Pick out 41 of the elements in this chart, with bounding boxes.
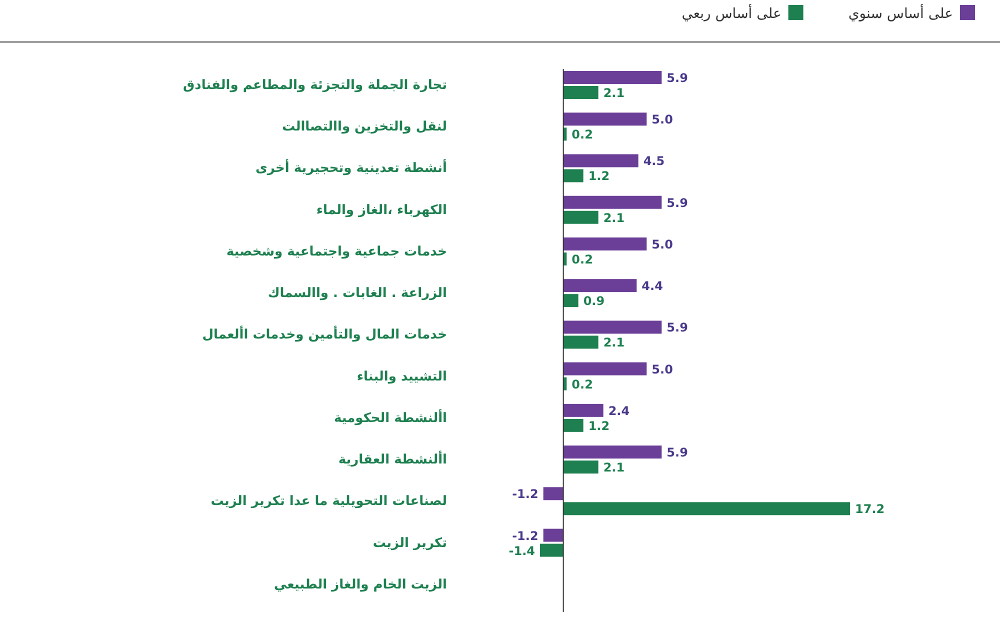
y-tick-label: أنشطة تعدينية وتحجيرية أخرى — [256, 159, 447, 176]
data-label: 0.2 — [572, 128, 593, 142]
data-label: 4.4 — [642, 279, 663, 294]
data-label: 5.9 — [666, 71, 688, 85]
legend-item: على أساس سنوي — [848, 5, 975, 22]
y-tick-label: تكرير الزيت — [372, 536, 447, 551]
data-label: 5.9 — [666, 196, 688, 210]
data-label: 0.2 — [572, 377, 593, 392]
data-label: -1.2 — [512, 528, 538, 543]
legend-item: على أساس ربعي — [682, 5, 804, 22]
y-tick-label: خدمات المال والتأمين وخدمات األعمال — [202, 326, 447, 343]
data-label: 5.9 — [666, 446, 688, 460]
data-label: 5.9 — [666, 320, 688, 335]
y-tick-label: تجارة الجملة والتجزئة والمطاعم والفنادق — [183, 78, 447, 93]
y-tick-label: الكهرباء ،الغاز والماء — [316, 202, 447, 218]
y-tick-label: األنشطة الحكومية — [334, 408, 447, 426]
data-label: -1.4 — [508, 544, 535, 558]
y-tick-label: التشييد والبناء — [356, 369, 447, 384]
data-label: 17.2 — [855, 502, 885, 516]
legend-label: على أساس ربعي — [682, 4, 782, 22]
data-label: 4.5 — [643, 154, 665, 168]
data-label: 2.1 — [603, 460, 625, 475]
y-tick-label: خدمات جماعية واجتماعية وشخصية — [226, 244, 447, 260]
y-tick-label: األنشطة العقارية — [338, 450, 447, 468]
data-label: 2.1 — [603, 86, 625, 100]
data-label: 0.2 — [572, 252, 593, 266]
data-label: 5.0 — [652, 237, 673, 252]
y-tick-label: الزيت الخام والغاز الطبيعي — [274, 577, 447, 592]
y-tick-label: الزراعة . الغابات . واالسماك — [268, 286, 447, 302]
data-label: 2.1 — [603, 336, 625, 350]
data-label: 1.2 — [588, 169, 610, 184]
legend-label: على أساس سنوي — [848, 4, 953, 22]
data-label: 2.4 — [608, 404, 630, 418]
y-tick-label: لنقل والتخزين واالتصاالت — [282, 120, 447, 135]
y-tick-label: لصناعات التحويلية ما عدا تكرير الزيت — [210, 494, 447, 510]
data-label: -1.2 — [512, 487, 538, 502]
data-label: 5.0 — [652, 362, 673, 376]
data-label: 1.2 — [588, 418, 610, 433]
data-label: 0.9 — [583, 294, 605, 308]
data-label: 2.1 — [603, 210, 625, 225]
data-label: 5.0 — [652, 112, 673, 127]
